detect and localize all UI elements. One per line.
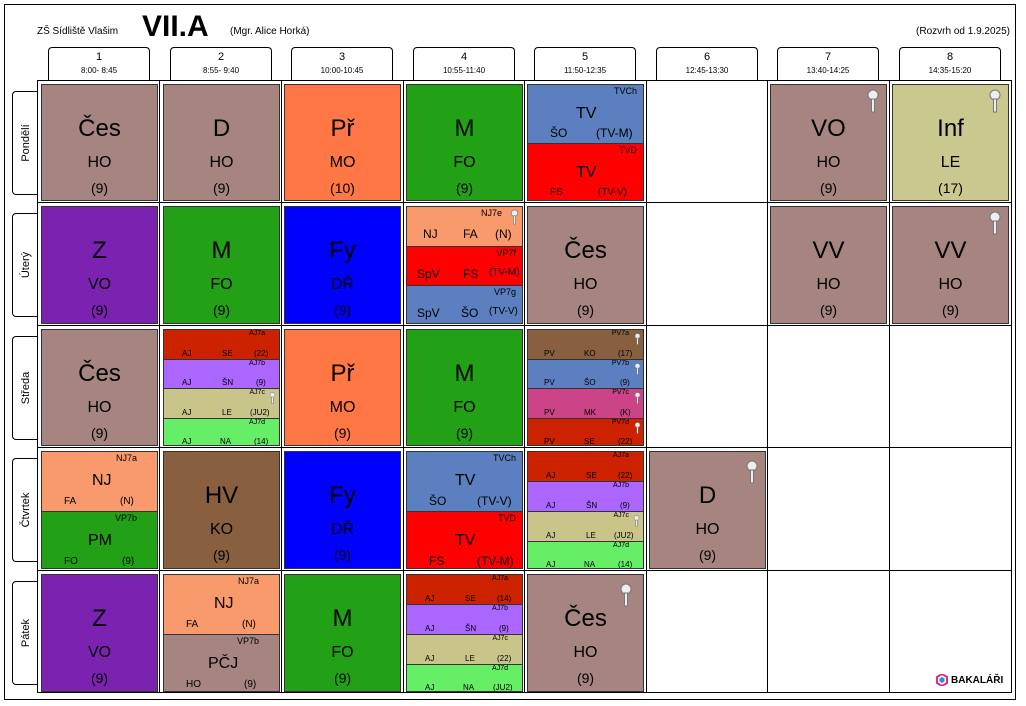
class-teacher: (Mgr. Alice Horká) xyxy=(230,26,310,37)
lesson-mon-3[interactable]: Př MO (10) xyxy=(284,84,401,201)
lesson-fri-5[interactable]: Čes HO (9) xyxy=(527,574,644,692)
lesson-tue-3[interactable]: Fy DŘ (9) xyxy=(284,206,401,324)
lesson-group: AJ7c AJ LE (22) xyxy=(407,634,522,664)
lesson-group: TVD TV FS (TV-V) xyxy=(528,143,643,200)
lesson-group: AJ7a AJ SE (22) xyxy=(164,330,279,359)
lesson-fri-1[interactable]: Z VO (9) xyxy=(41,574,158,692)
lesson-wed-4[interactable]: M FO (9) xyxy=(406,329,523,446)
lesson-group: AJ7b AJ ŠN (9) xyxy=(407,604,522,634)
lesson-group: VP7b PČJ HO (9) xyxy=(164,634,279,691)
key-icon xyxy=(745,460,759,484)
lesson-group: TVD TV FS (TV-M) xyxy=(407,511,522,568)
lesson-group: PV7a PV KO (17) xyxy=(528,330,643,359)
key-icon xyxy=(633,514,640,527)
key-icon xyxy=(634,362,641,375)
lesson-group: AJ7b AJ ŠN (9) xyxy=(528,481,643,511)
lesson-thu-2[interactable]: HV KO (9) xyxy=(163,451,280,569)
lesson-group: PV7c PV MK (K) xyxy=(528,388,643,418)
lesson-mon-5[interactable]: TVCh TV ŠO (TV-M) TVD TV FS (TV-V) xyxy=(527,84,644,201)
period-header-7: 7 13:40-14:25 xyxy=(777,47,879,80)
lesson-group: AJ7a AJ SE (22) xyxy=(528,452,643,481)
lesson-mon-2[interactable]: D HO (9) xyxy=(163,84,280,201)
period-header-1: 1 8:00- 8:45 xyxy=(48,47,150,80)
key-icon xyxy=(510,209,519,225)
lesson-mon-7[interactable]: VO HO (9) xyxy=(770,84,887,201)
lesson-thu-4[interactable]: TVCh TV ŠO (TV-V) TVD TV FS (TV-M) xyxy=(406,451,523,569)
lesson-group: AJ7b AJ ŠN (9) xyxy=(164,359,279,388)
class-title: VII.A xyxy=(142,10,209,43)
lesson-group: VP7g SpV ŠO (TV-V) xyxy=(407,285,522,323)
lesson-group: AJ7d AJ NA (JU2) xyxy=(407,664,522,691)
day-header-friday: Pátek xyxy=(12,581,38,685)
lesson-group: TVCh TV ŠO (TV-V) xyxy=(407,452,522,511)
lesson-fri-3[interactable]: M FO (9) xyxy=(284,574,401,692)
valid-from: (Rozvrh od 1.9.2025) xyxy=(916,26,1010,37)
lesson-group: AJ7a AJ SE (14) xyxy=(407,575,522,604)
lesson-thu-3[interactable]: Fy DŘ (9) xyxy=(284,451,401,569)
period-header-8: 8 14:35-15:20 xyxy=(899,47,1001,80)
day-header-wednesday: Středa xyxy=(12,336,38,440)
key-icon xyxy=(619,583,633,607)
lesson-mon-4[interactable]: M FO (9) xyxy=(406,84,523,201)
bakalari-logo: BAKALÁŘI xyxy=(936,672,1003,688)
lesson-thu-5[interactable]: AJ7a AJ SE (22) AJ7b AJ ŠN (9) AJ7c AJ LE (JU2) A… xyxy=(527,451,644,569)
key-icon xyxy=(988,89,1002,113)
period-header-6: 6 12:45-13:30 xyxy=(656,47,758,80)
school-name: ZŠ Sídliště Vlašim xyxy=(37,26,119,37)
lesson-group: VP7f SpV FS (TV-M) xyxy=(407,246,522,285)
lesson-group: TVCh TV ŠO (TV-M) xyxy=(528,85,643,143)
lesson-wed-2[interactable]: AJ7a AJ SE (22) AJ7b AJ ŠN (9) AJ7c AJ LE (JU2) A… xyxy=(163,329,280,446)
day-header-tuesday: Úterý xyxy=(12,213,38,317)
lesson-group: NJ7e NJ FA (N) xyxy=(407,207,522,246)
lesson-tue-5[interactable]: Čes HO (9) xyxy=(527,206,644,324)
lesson-tue-7[interactable]: VV HO (9) xyxy=(770,206,887,324)
lesson-group: AJ7d AJ NA (14) xyxy=(164,418,279,445)
lesson-group: PV7d PV SE (22) xyxy=(528,418,643,445)
lesson-mon-8[interactable]: Inf LE (17) xyxy=(892,84,1009,201)
key-icon xyxy=(634,332,641,345)
period-header-2: 2 8:55- 9:40 xyxy=(170,47,272,80)
lesson-group: NJ7a NJ FA (N) xyxy=(164,575,279,634)
lesson-fri-4[interactable]: AJ7a AJ SE (14) AJ7b AJ ŠN (9) AJ7c AJ LE (22) AJ… xyxy=(406,574,523,692)
lesson-thu-6[interactable]: D HO (9) xyxy=(649,451,766,569)
lesson-fri-2[interactable]: NJ7a NJ FA (N) VP7b PČJ HO (9) xyxy=(163,574,280,692)
period-header-5: 5 11:50-12:35 xyxy=(534,47,636,80)
lesson-tue-8[interactable]: VV HO (9) xyxy=(892,206,1009,324)
period-header-3: 3 10:00-10:45 xyxy=(291,47,393,80)
lesson-mon-1[interactable]: Čes HO (9) xyxy=(41,84,158,201)
lesson-group: AJ7d AJ NA (14) xyxy=(528,541,643,568)
lesson-group: AJ7c AJ LE (JU2) xyxy=(164,388,279,418)
lesson-group: AJ7c AJ LE (JU2) xyxy=(528,511,643,541)
lesson-wed-3[interactable]: Př MO (9) xyxy=(284,329,401,446)
bakalari-logo-icon xyxy=(936,672,948,688)
lesson-tue-2[interactable]: M FO (9) xyxy=(163,206,280,324)
lesson-group: PV7b PV ŠO (9) xyxy=(528,359,643,388)
day-header-thursday: Čtvrtek xyxy=(12,458,38,562)
lesson-group: VP7b PM FO (9) xyxy=(42,511,157,568)
key-icon xyxy=(269,391,276,404)
lesson-group: NJ7a NJ FA (N) xyxy=(42,452,157,511)
lesson-wed-5[interactable]: PV7a PV KO (17) PV7b PV ŠO (9) PV7c PV MK (K) PV7… xyxy=(527,329,644,446)
lesson-thu-1[interactable]: NJ7a NJ FA (N) VP7b PM FO (9) xyxy=(41,451,158,569)
key-icon xyxy=(988,211,1002,235)
timetable-frame xyxy=(4,4,1016,700)
key-icon xyxy=(866,89,880,113)
period-header-4: 4 10:55-11:40 xyxy=(413,47,515,80)
lesson-tue-1[interactable]: Z VO (9) xyxy=(41,206,158,324)
key-icon xyxy=(634,391,641,404)
key-icon xyxy=(634,421,641,434)
day-header-monday: Pondělí xyxy=(12,91,38,195)
lesson-wed-1[interactable]: Čes HO (9) xyxy=(41,329,158,446)
lesson-tue-4[interactable]: NJ7e NJ FA (N) VP7f SpV FS (TV-M) VP7g S… xyxy=(406,206,523,324)
